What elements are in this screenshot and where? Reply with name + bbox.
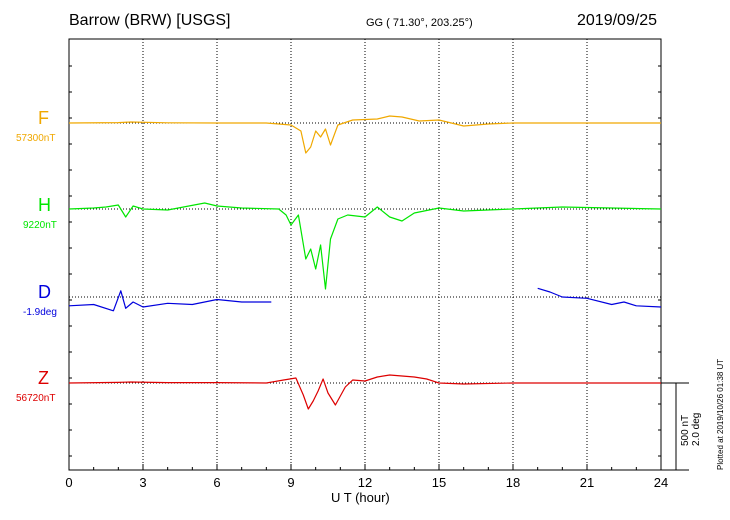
baseline-label-h: 9220nT (23, 220, 57, 231)
channel-label-z: Z (38, 368, 49, 388)
trace-z (68, 374, 661, 410)
channel-label-h: H (38, 195, 51, 215)
baseline-label-z: 56720nT (16, 393, 56, 404)
x-tick-label: 18 (506, 475, 520, 490)
x-tick-label: 3 (139, 475, 146, 490)
channel-label-d: D (38, 282, 51, 302)
station-title: Barrow (BRW) [USGS] (69, 12, 231, 29)
trace-h (68, 202, 662, 290)
x-tick-label: 6 (213, 475, 220, 490)
date-label: 2019/09/25 (577, 12, 658, 29)
x-tick-label: 9 (287, 475, 294, 490)
trace-f (68, 115, 661, 154)
trace-d (68, 287, 662, 312)
channel-label-f: F (38, 108, 49, 128)
x-tick-label: 12 (358, 475, 372, 490)
x-tick-label: 0 (65, 475, 72, 490)
coordinates-label: GG ( 71.30°, 203.25°) (366, 17, 473, 29)
x-tick-label: 21 (580, 475, 594, 490)
baseline-label-f: 57300nT (16, 133, 56, 144)
x-tick-label: 24 (654, 475, 668, 490)
x-axis-label: U T (hour) (331, 490, 390, 505)
x-tick-label: 15 (432, 475, 446, 490)
baseline-label-d: -1.9deg (23, 307, 57, 318)
